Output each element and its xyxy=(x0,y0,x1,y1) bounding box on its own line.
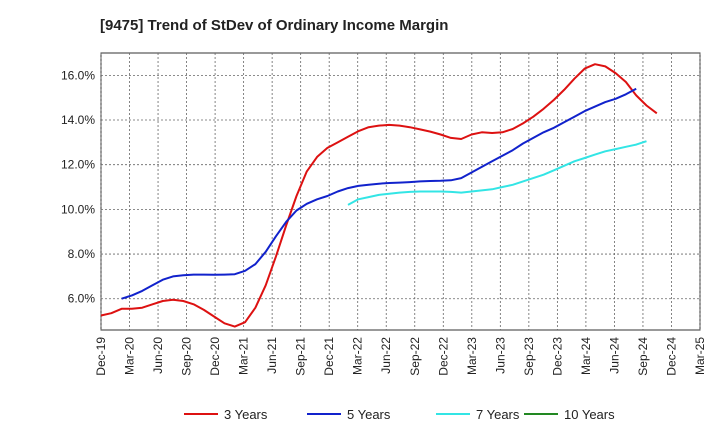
series-lines xyxy=(100,63,658,328)
x-tick-label: Jun-24 xyxy=(607,337,621,374)
x-tick-label: Sep-23 xyxy=(522,337,536,376)
y-tick-label: 14.0% xyxy=(61,113,95,127)
x-tick-label: Sep-22 xyxy=(408,337,422,376)
x-tick-label: Dec-24 xyxy=(664,337,678,376)
legend-label: 3 Years xyxy=(224,407,268,422)
legend-label: 10 Years xyxy=(564,407,615,422)
y-tick-label: 16.0% xyxy=(61,68,95,82)
x-tick-label: Dec-22 xyxy=(436,337,450,376)
x-tick-label: Mar-24 xyxy=(579,337,593,375)
x-tick-label: Jun-21 xyxy=(265,337,279,374)
series-line xyxy=(100,63,658,328)
x-tick-label: Sep-24 xyxy=(636,337,650,376)
x-tick-label: Mar-21 xyxy=(237,337,251,375)
y-tick-label: 10.0% xyxy=(61,202,95,216)
legend: 3 Years 5 Years 7 Years 10 Years xyxy=(184,407,615,422)
y-tick-label: 6.0% xyxy=(68,292,96,306)
x-tick-label: Jun-23 xyxy=(493,337,507,374)
x-tick-label: Jun-22 xyxy=(379,337,393,374)
x-tick-label: Dec-21 xyxy=(322,337,336,376)
legend-label: 7 Years xyxy=(476,407,520,422)
plot-area xyxy=(100,52,701,331)
x-axis-ticks: Dec-19 Mar-20 Jun-20 Sep-20 Dec-20 Mar-21 Jun-… xyxy=(94,337,707,376)
legend-label: 5 Years xyxy=(347,407,391,422)
series-line xyxy=(121,87,637,300)
y-tick-label: 8.0% xyxy=(68,247,96,261)
x-tick-label: Jun-20 xyxy=(151,337,165,374)
x-tick-label: Dec-23 xyxy=(550,337,564,376)
x-tick-label: Sep-21 xyxy=(294,337,308,376)
y-axis-ticks: 6.0% 8.0% 10.0% 12.0% 14.0% 16.0% xyxy=(61,68,95,305)
x-tick-label: Dec-19 xyxy=(94,337,108,376)
plot-frame xyxy=(100,52,701,331)
x-tick-label: Mar-22 xyxy=(351,337,365,375)
chart-title: [9475] Trend of StDev of Ordinary Income… xyxy=(100,17,448,34)
x-tick-label: Mar-23 xyxy=(465,337,479,375)
series-line xyxy=(347,140,647,206)
x-tick-label: Mar-20 xyxy=(123,337,137,375)
y-tick-label: 12.0% xyxy=(61,158,95,172)
x-tick-label: Mar-25 xyxy=(693,337,707,375)
x-tick-label: Dec-20 xyxy=(208,337,222,376)
x-tick-label: Sep-20 xyxy=(180,337,194,376)
